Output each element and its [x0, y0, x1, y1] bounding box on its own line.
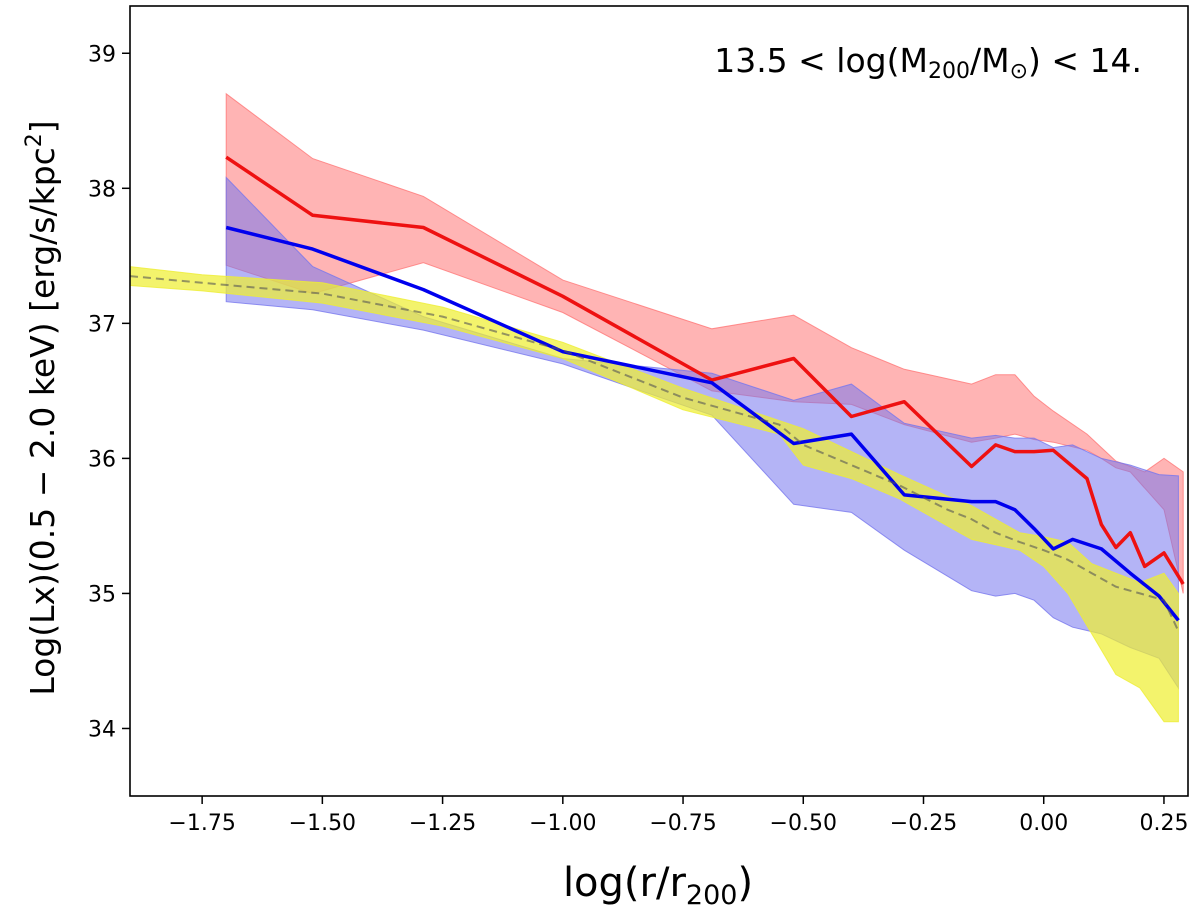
annotation-mid: /M [970, 41, 1010, 80]
lines-layer [130, 155, 1185, 632]
y-axis-label-close: ] [23, 120, 62, 133]
x-axis-label-main: log(r/r [563, 860, 687, 906]
y-tick-label: 39 [88, 42, 116, 67]
y-axis-label: Log(Lx)(0.5 − 2.0 keV) [erg/s/kpc2] [22, 120, 62, 695]
blue-line [225, 225, 1180, 622]
x-tick-label: 0.25 [1139, 811, 1188, 836]
y-axis: 34 35 36 37 38 39 [88, 42, 130, 742]
annotation-suffix: ) < 14. [1028, 41, 1142, 80]
y-axis-label-sup: 2 [22, 133, 47, 147]
plot-frame [129, 5, 1189, 797]
y-tick-label: 36 [88, 447, 116, 472]
x-tick-label: 0.00 [1019, 811, 1068, 836]
x-tick-label: −1.50 [289, 811, 356, 836]
y-tick-label: 37 [88, 312, 116, 337]
annotation-prefix: 13.5 < log(M [714, 41, 928, 80]
y-axis-label-main: Log(Lx)(0.5 − 2.0 keV) [erg/s/kpc [23, 147, 62, 695]
x-tick-label: −0.75 [649, 811, 716, 836]
x-axis-label-close: ) [737, 860, 753, 906]
x-tick-label: −0.50 [770, 811, 837, 836]
annotation-sub2: ⊙ [1010, 59, 1028, 84]
y-tick-label: 34 [88, 717, 116, 742]
x-axis-label: log(r/r200) [563, 860, 753, 909]
red-line [225, 155, 1185, 585]
y-tick-label: 35 [88, 582, 116, 607]
x-axis: −1.75 −1.50 −1.25 −1.00 −0.75 −0.50 −0.25 0.00 0… [168, 796, 1188, 836]
yellow-line [130, 275, 1180, 632]
x-axis-label-sub: 200 [686, 880, 738, 909]
x-tick-label: −1.25 [409, 811, 476, 836]
x-tick-label: −1.00 [529, 811, 596, 836]
y-tick-label: 38 [88, 177, 116, 202]
bands-layer [130, 92, 1184, 723]
annotation-sub1: 200 [928, 59, 970, 84]
mass-range-annotation: 13.5 < log(M200/M⊙) < 14. [714, 41, 1142, 84]
x-tick-label: −0.25 [890, 811, 957, 836]
x-tick-label: −1.75 [168, 811, 235, 836]
